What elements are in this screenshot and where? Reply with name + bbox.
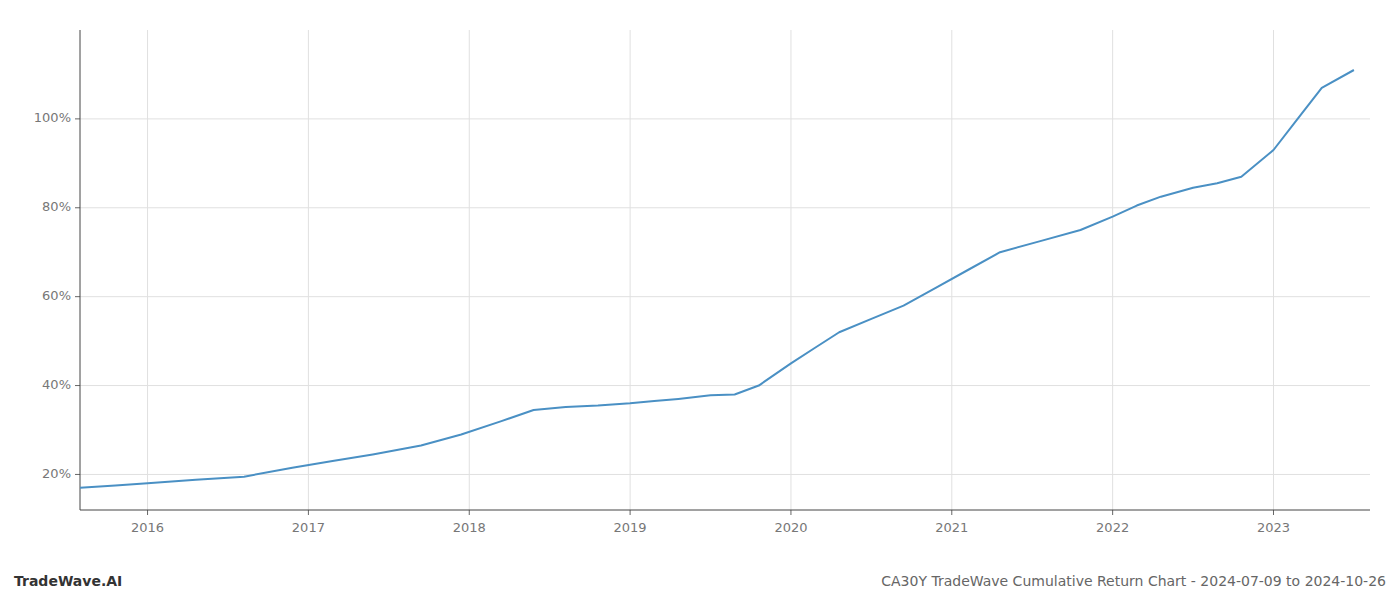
- chart-svg: 20% 40% 60% 80% 100% 2016 2017 2018 2019 2020 2021…: [0, 0, 1400, 600]
- y-grid-line: [80, 118, 1370, 119]
- y-tick: [75, 474, 80, 475]
- y-tick-label: 60%: [42, 288, 71, 303]
- watermark: TradeWave.AI: [14, 573, 122, 589]
- x-axis-line: [80, 510, 1370, 511]
- texts: TradeWave.AI CA30Y TradeWave Cumulative R…: [14, 573, 1386, 589]
- x-tick: [147, 510, 148, 515]
- y-tick-label: 80%: [42, 199, 71, 214]
- x-tick: [790, 510, 791, 515]
- y-tick: [75, 296, 80, 297]
- x-grid-line: [790, 30, 791, 510]
- x-grid-line: [147, 30, 148, 510]
- x-grid-line: [469, 30, 470, 510]
- chart-container: 20% 40% 60% 80% 100% 2016 2017 2018 2019 2020 2021…: [0, 0, 1400, 600]
- y-tick-label: 40%: [42, 377, 71, 392]
- x-grid-line: [951, 30, 952, 510]
- y-axis-line: [80, 30, 81, 510]
- y-tick-label: 100%: [34, 110, 71, 125]
- y-grid-line: [80, 474, 1370, 475]
- y-tick: [75, 385, 80, 386]
- y-tick: [75, 118, 80, 119]
- x-grid-line: [308, 30, 309, 510]
- x-grid-line: [1112, 30, 1113, 510]
- x-tick: [308, 510, 309, 515]
- grid: [80, 30, 1370, 510]
- x-tick: [1112, 510, 1113, 515]
- x-tick-label: 2020: [774, 520, 807, 535]
- axes: 20% 40% 60% 80% 100% 2016 2017 2018 2019 2020 2021…: [34, 30, 1370, 535]
- x-tick-label: 2017: [292, 520, 325, 535]
- x-tick: [951, 510, 952, 515]
- x-grid-line: [630, 30, 631, 510]
- y-grid-line: [80, 207, 1370, 208]
- x-tick: [630, 510, 631, 515]
- x-grid-line: [1273, 30, 1274, 510]
- x-tick-label: 2021: [935, 520, 968, 535]
- title: CA30Y TradeWave Cumulative Return Chart …: [881, 573, 1386, 589]
- plot-area: [80, 70, 1354, 488]
- x-tick-label: 2018: [453, 520, 486, 535]
- x-tick-label: 2022: [1096, 520, 1129, 535]
- x-tick-label: 2016: [131, 520, 164, 535]
- data-line: [80, 70, 1354, 488]
- x-tick-label: 2019: [614, 520, 647, 535]
- x-tick: [469, 510, 470, 515]
- y-tick-label: 20%: [42, 466, 71, 481]
- x-tick: [1273, 510, 1274, 515]
- y-grid-line: [80, 296, 1370, 297]
- y-tick: [75, 207, 80, 208]
- y-grid-line: [80, 385, 1370, 386]
- x-tick-label: 2023: [1257, 520, 1290, 535]
